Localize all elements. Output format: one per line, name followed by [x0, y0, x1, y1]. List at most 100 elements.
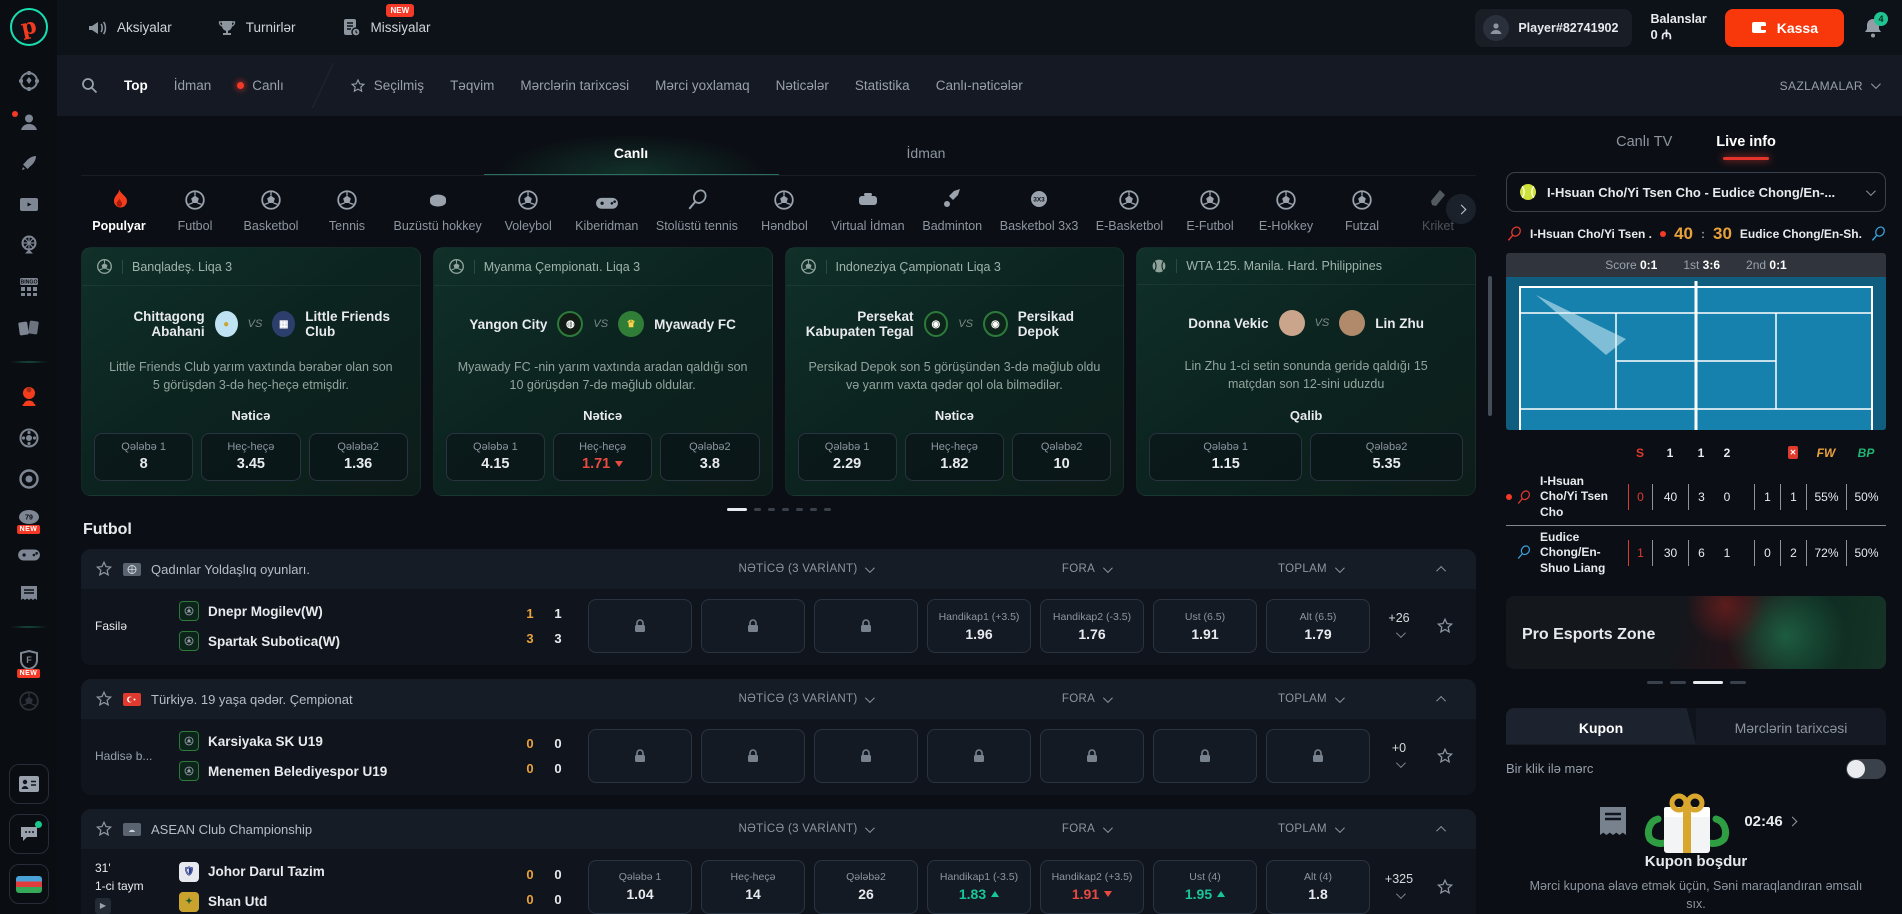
- odd-button[interactable]: Handikap1 (+3.5) 1.96: [927, 599, 1031, 654]
- tab-top[interactable]: Top: [124, 78, 148, 93]
- odd-button[interactable]: Qələbə 1 1.15: [1149, 433, 1303, 482]
- odd-button[interactable]: Qələbə 1 4.15: [445, 433, 545, 482]
- sidebar-item-virtual-sport[interactable]: [18, 690, 40, 712]
- bonus-timer[interactable]: 02:46: [1744, 813, 1798, 830]
- sidebar-item-live-dealer[interactable]: [11, 111, 40, 133]
- featured-card[interactable]: Banqladeş. Liqa 3 Chittagong Abahani ● V…: [81, 247, 421, 497]
- market-col-result[interactable]: NƏTİCƏ (3 VARİANT): [637, 692, 974, 705]
- tab-canli[interactable]: Canlı: [237, 78, 284, 93]
- match-favorite-star[interactable]: [1428, 747, 1462, 765]
- odd-button[interactable]: Heç-heçə 1.82: [904, 433, 1004, 482]
- league-collapse-button[interactable]: [1422, 565, 1462, 576]
- sidebar-item-bet-tv-games[interactable]: [18, 193, 40, 215]
- league-collapse-button[interactable]: [1422, 825, 1462, 836]
- sport-tab-futsal[interactable]: Futzal: [1328, 188, 1396, 233]
- link-favorites[interactable]: Seçilmiş: [350, 78, 424, 94]
- live-match-select[interactable]: I-Hsuan Cho/Yi Tsen Cho - Eudice Chong/E…: [1506, 172, 1886, 212]
- one-click-bet-toggle[interactable]: [1846, 758, 1886, 779]
- tab-bets-history[interactable]: Mərclərin tarixcəsi: [1696, 708, 1886, 745]
- player-account-chip[interactable]: Player#82741902: [1475, 8, 1633, 47]
- more-markets-button[interactable]: +26: [1376, 611, 1422, 641]
- odd-button[interactable]: Heç-heçə 1.71: [553, 433, 653, 482]
- sidebar-item-rocket-games[interactable]: [18, 152, 40, 174]
- odd-button[interactable]: Alt (4) 1.8: [1266, 859, 1370, 914]
- link-calendar[interactable]: Təqvim: [450, 78, 495, 93]
- match-favorite-star[interactable]: [1428, 617, 1462, 635]
- sport-tab-cybersport[interactable]: Kiberidman: [570, 188, 643, 233]
- odd-button[interactable]: Qələbə2 26: [814, 859, 918, 914]
- sport-tab-ice-hockey[interactable]: Buzüstü hokkey: [389, 188, 486, 233]
- league-favorite-star[interactable]: [95, 820, 113, 838]
- sport-tab-virtual-sport[interactable]: Virtual İdman: [826, 188, 909, 233]
- league-favorite-star[interactable]: [95, 690, 113, 708]
- tab-coupon[interactable]: Kupon: [1506, 708, 1696, 745]
- market-col-fora[interactable]: FORA: [974, 692, 1198, 705]
- odd-button[interactable]: Handikap1 (-3.5) 1.83: [927, 859, 1031, 914]
- sport-tab-e-hockey[interactable]: E-Hokkey: [1252, 188, 1320, 233]
- market-col-result[interactable]: NƏTİCƏ (3 VARİANT): [637, 822, 974, 835]
- sport-tab-voleybol[interactable]: Voleybol: [494, 188, 562, 233]
- featured-card[interactable]: Indoneziya Çampionatı Liqa 3 Persekat Ka…: [784, 247, 1125, 497]
- odd-button[interactable]: Heç-heçə 14: [701, 859, 805, 914]
- sport-tab-popular[interactable]: Populyar: [85, 188, 153, 233]
- play-icon[interactable]: ▶: [95, 898, 111, 914]
- sport-tab-basketball-3x3[interactable]: 3X3 Basketbol 3x3: [995, 188, 1083, 233]
- odd-button[interactable]: Qələbə2 3.8: [660, 433, 760, 482]
- menu-promotions[interactable]: Aksiyalar: [87, 19, 172, 37]
- match-row[interactable]: 31' 1-ci taym ▶ 🛡 Johor Darul Tazim ✦ Shan…: [81, 849, 1476, 914]
- sidebar-item-casino[interactable]: [18, 70, 40, 92]
- featured-card[interactable]: WTA 125. Manila. Hard. Philippines Donna…: [1136, 247, 1476, 497]
- mode-tab-live[interactable]: Canlı: [483, 130, 779, 175]
- odd-button[interactable]: Heç-heçə 3.45: [201, 433, 301, 482]
- sidebar-item-games[interactable]: [17, 546, 41, 564]
- balance-block[interactable]: Balanslar 0 ₼: [1650, 12, 1706, 44]
- odd-button[interactable]: Qələbə2 10: [1012, 433, 1112, 482]
- link-results[interactable]: Nəticələr: [775, 78, 829, 93]
- sidebar-item-card-games[interactable]: [17, 318, 41, 340]
- odd-button[interactable]: Qələbə2 5.35: [1310, 433, 1463, 482]
- sport-tab-handball[interactable]: Həndbol: [750, 188, 818, 233]
- league-favorite-star[interactable]: [95, 560, 113, 578]
- sport-tab-tennis[interactable]: Tennis: [313, 188, 381, 233]
- league-collapse-button[interactable]: [1422, 695, 1462, 706]
- vertical-scrollbar[interactable]: [1488, 276, 1492, 416]
- match-row[interactable]: Fasilə Dnepr Mogilev(W) Spartak Subotica…: [81, 589, 1476, 666]
- sidebar-item-sport[interactable]: [17, 384, 41, 408]
- mode-tab-sport[interactable]: İdman: [906, 145, 946, 161]
- sport-tab-futbol[interactable]: Futbol: [161, 188, 229, 233]
- more-markets-button[interactable]: +325: [1376, 872, 1422, 902]
- sidebar-item-profile-id[interactable]: [8, 764, 49, 804]
- menu-tournaments[interactable]: Turnirlər: [218, 19, 296, 37]
- sport-tab-table-tennis[interactable]: Stolüstü tennis: [651, 188, 742, 233]
- sports-scroll-right-button[interactable]: [1446, 194, 1476, 224]
- odd-button[interactable]: Qələbə2 1.36: [308, 433, 408, 482]
- market-col-fora[interactable]: FORA: [974, 822, 1198, 835]
- sidebar-item-results[interactable]: [18, 583, 40, 605]
- sidebar-item-bingo[interactable]: BINGO: [17, 275, 41, 299]
- market-col-total[interactable]: TOPLAM: [1198, 822, 1422, 835]
- market-col-result[interactable]: NƏTİCƏ (3 VARİANT): [637, 562, 974, 575]
- tab-idman[interactable]: İdman: [173, 78, 212, 93]
- match-row[interactable]: Hadisə b... Karsiyaka SK U19 Menemen Bel…: [81, 719, 1476, 796]
- market-col-total[interactable]: TOPLAM: [1198, 692, 1422, 705]
- link-check-bet[interactable]: Mərci yoxlamaq: [655, 78, 750, 93]
- sport-tab-basketbol[interactable]: Basketbol: [237, 188, 305, 233]
- odd-button[interactable]: Ust (4) 1.95: [1153, 859, 1257, 914]
- link-statistics[interactable]: Statistika: [854, 78, 910, 93]
- sport-tab-cricket[interactable]: Kriket: [1404, 188, 1472, 233]
- featured-card[interactable]: Myanma Çempionatı. Liqa 3 Yangon City ◍ …: [432, 247, 773, 497]
- tab-live-info[interactable]: Live info: [1716, 134, 1776, 160]
- cards-carousel-dots[interactable]: [81, 508, 1476, 512]
- more-markets-button[interactable]: +0: [1376, 741, 1422, 771]
- sport-tab-e-basketball[interactable]: E-Basketbol: [1091, 188, 1168, 233]
- notifications-bell[interactable]: 4: [1862, 11, 1888, 39]
- sidebar-item-wheel-of-fortune[interactable]: [18, 234, 40, 256]
- sidebar-item-targets[interactable]: [18, 468, 40, 490]
- odd-button[interactable]: Alt (6.5) 1.79: [1266, 599, 1370, 654]
- sport-tab-e-football[interactable]: E-Futbol: [1176, 188, 1244, 233]
- link-bet-history[interactable]: Mərclərin tarixcəsi: [520, 78, 630, 93]
- sidebar-item-aviator[interactable]: 79 NEW: [16, 509, 41, 534]
- kassa-button[interactable]: Kassa: [1724, 8, 1844, 47]
- menu-missions[interactable]: NEW Missiyalar: [342, 4, 431, 37]
